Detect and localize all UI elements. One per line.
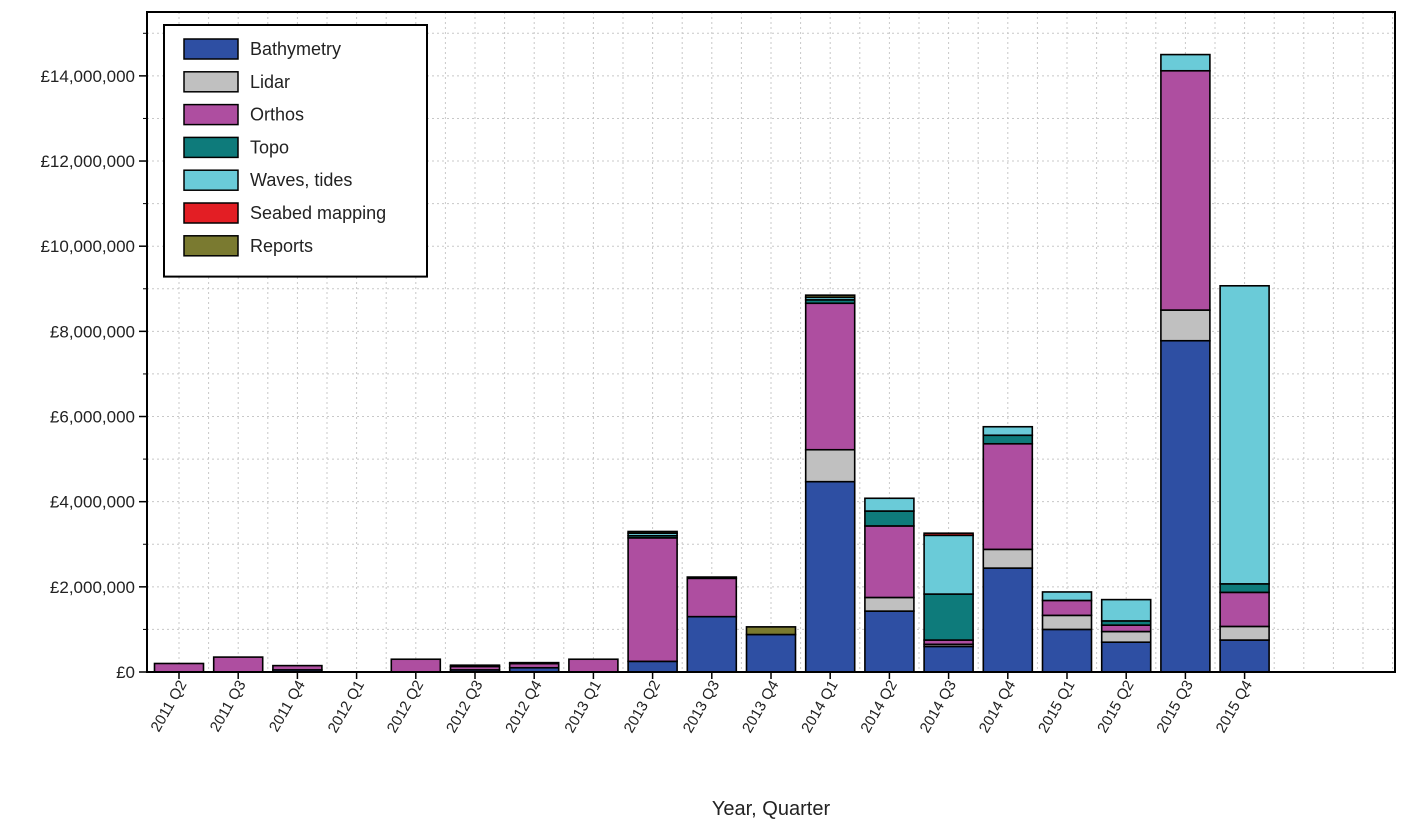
bar-segment	[686, 577, 738, 618]
x-tick-label: 2014 Q2	[857, 678, 900, 736]
bar-segment	[804, 448, 856, 483]
bar-segment	[390, 658, 442, 673]
legend-swatch	[183, 202, 239, 224]
bar-segment	[923, 534, 974, 595]
x-tick-label: 2013 Q4	[739, 678, 782, 736]
bar-segment	[982, 434, 1034, 445]
bar-segment	[982, 567, 1034, 673]
x-tick-label: 2015 Q3	[1153, 678, 1196, 736]
bar-segment	[568, 658, 619, 673]
bar-segment	[686, 615, 738, 673]
bar-segment	[804, 480, 856, 673]
bar-segment	[1219, 284, 1270, 585]
bar-segment	[923, 593, 974, 641]
bar-segment	[1041, 614, 1093, 631]
bar-segment	[1041, 591, 1093, 602]
x-tick-label: 2015 Q1	[1035, 678, 1078, 736]
bar-segment	[745, 633, 797, 673]
bar-segment	[1160, 69, 1211, 311]
legend-swatch	[183, 71, 239, 93]
x-axis: 2011 Q2 2011 Q3 2011 Q4 2012 Q1 2012 Q2 2012 …	[148, 672, 1256, 736]
x-tick-label: 2015 Q2	[1094, 678, 1137, 736]
x-tick-label: 2011 Q2	[148, 678, 191, 735]
legend-label: Lidar	[250, 72, 290, 92]
bar-segment	[982, 425, 1034, 437]
bar-segment	[923, 532, 974, 537]
legend-label: Seabed mapping	[250, 203, 386, 223]
bar-segment	[627, 537, 678, 663]
bar-segment	[1100, 624, 1152, 633]
y-tick-label: £8,000,000	[50, 322, 135, 341]
bar-segment	[864, 596, 915, 612]
x-tick-label: 2014 Q1	[798, 678, 841, 736]
y-tick-label: £0	[116, 663, 135, 682]
legend: Bathymetry Lidar Orthos Topo Waves, tides Sea…	[163, 24, 428, 278]
bar-segment	[982, 442, 1034, 551]
bar-segment	[272, 664, 323, 671]
bar-segment	[449, 664, 501, 668]
bar-segment	[627, 660, 678, 673]
y-tick-label: £6,000,000	[50, 408, 135, 427]
bar-segment	[864, 497, 915, 512]
bar-segment	[1041, 599, 1093, 617]
bar-segment	[864, 610, 915, 673]
bar-segment	[1100, 641, 1152, 673]
bar-segment	[1219, 591, 1270, 628]
bar-segment	[864, 510, 915, 527]
bar-segment	[1160, 53, 1211, 72]
y-tick-label: £14,000,000	[40, 67, 135, 86]
x-tick-label: 2011 Q4	[266, 678, 309, 735]
bar-segment	[1100, 630, 1152, 643]
bar-segment	[153, 662, 205, 673]
x-tick-label: 2012 Q1	[325, 678, 368, 736]
bar-segment	[923, 645, 974, 673]
x-tick-label: 2013 Q1	[561, 678, 604, 736]
y-axis: £0 £2,000,000 £4,000,000 £6,000,000 £8,000,0…	[40, 32, 147, 682]
x-tick-label: 2013 Q2	[621, 678, 664, 736]
bar-segment	[1219, 625, 1270, 641]
bar-segment	[1160, 339, 1211, 673]
x-tick-label: 2014 Q3	[917, 678, 960, 736]
legend-swatch	[183, 169, 239, 191]
y-tick-label: £10,000,000	[40, 237, 135, 256]
bar-segment	[745, 626, 797, 636]
x-tick-label: 2012 Q3	[443, 678, 486, 736]
x-tick-label: 2014 Q4	[976, 678, 1019, 736]
bar-segment	[982, 548, 1034, 569]
x-tick-label: 2012 Q2	[384, 678, 427, 736]
x-tick-label: 2013 Q3	[680, 678, 723, 736]
y-tick-label: £4,000,000	[50, 493, 135, 512]
bar-segment	[686, 576, 738, 580]
legend-label: Reports	[250, 236, 313, 256]
bar-segment	[804, 302, 856, 451]
bars-layer	[153, 53, 1270, 673]
bar-segment	[1160, 309, 1211, 342]
bar-segment	[627, 530, 678, 534]
x-axis-title: Year, Quarter	[712, 798, 831, 820]
legend-label: Topo	[250, 137, 289, 157]
legend-label: Bathymetry	[250, 39, 341, 59]
bar-segment	[804, 294, 856, 299]
bar-segment	[508, 661, 560, 665]
legend-swatch	[183, 235, 239, 257]
bar-segment	[1219, 583, 1270, 594]
y-tick-label: £2,000,000	[50, 578, 135, 597]
legend-swatch	[183, 38, 239, 60]
x-tick-label: 2011 Q3	[207, 678, 250, 735]
bar-segment	[864, 525, 915, 599]
legend-label: Waves, tides	[250, 170, 352, 190]
bar-segment	[1041, 628, 1093, 673]
legend-swatch	[183, 103, 239, 126]
y-tick-label: £12,000,000	[40, 152, 135, 171]
legend-label: Orthos	[250, 105, 304, 125]
bar-segment	[1219, 639, 1270, 673]
bar-segment	[212, 656, 264, 673]
legend-swatch	[183, 136, 239, 159]
x-tick-label: 2012 Q4	[502, 678, 545, 736]
x-tick-label: 2015 Q4	[1213, 678, 1256, 736]
bar-segment	[1100, 598, 1152, 622]
